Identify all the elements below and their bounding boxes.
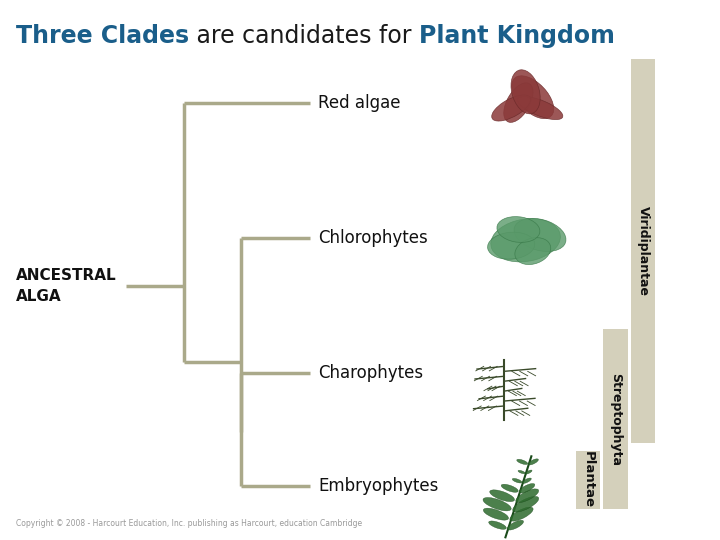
Text: Chlorophytes: Chlorophytes	[318, 228, 428, 247]
FancyBboxPatch shape	[576, 451, 600, 509]
Ellipse shape	[512, 478, 522, 483]
FancyBboxPatch shape	[631, 59, 655, 443]
Ellipse shape	[483, 508, 508, 520]
Ellipse shape	[487, 232, 535, 259]
Ellipse shape	[513, 496, 539, 512]
Ellipse shape	[526, 470, 532, 474]
Text: Three Clades: Three Clades	[16, 24, 189, 48]
Ellipse shape	[514, 218, 566, 252]
Ellipse shape	[511, 70, 540, 114]
Text: Plant Kingdom: Plant Kingdom	[419, 24, 615, 48]
Ellipse shape	[517, 460, 528, 464]
Ellipse shape	[517, 97, 563, 119]
Ellipse shape	[528, 459, 539, 465]
Ellipse shape	[510, 507, 533, 521]
FancyBboxPatch shape	[603, 329, 628, 509]
Text: Embryophytes: Embryophytes	[318, 477, 438, 495]
Ellipse shape	[518, 470, 525, 474]
Ellipse shape	[490, 490, 515, 502]
Text: Streptophyta: Streptophyta	[609, 373, 622, 465]
Ellipse shape	[507, 520, 523, 530]
Text: Copyright © 2008 - Harcourt Education, Inc. publishing as Harcourt, education Ca: Copyright © 2008 - Harcourt Education, I…	[16, 519, 362, 528]
Ellipse shape	[504, 83, 533, 123]
Ellipse shape	[516, 489, 539, 503]
Text: ANCESTRAL
ALGA: ANCESTRAL ALGA	[16, 268, 117, 304]
Text: Viridiplantae: Viridiplantae	[636, 206, 649, 296]
Ellipse shape	[491, 219, 560, 262]
Ellipse shape	[501, 484, 518, 492]
Ellipse shape	[519, 483, 535, 493]
Ellipse shape	[497, 217, 540, 242]
Text: Charophytes: Charophytes	[318, 363, 423, 382]
Text: are candidates for: are candidates for	[189, 24, 419, 48]
Text: Red algae: Red algae	[318, 93, 401, 112]
Ellipse shape	[483, 497, 511, 511]
Ellipse shape	[492, 95, 531, 121]
Ellipse shape	[523, 478, 531, 483]
Ellipse shape	[489, 521, 506, 529]
Text: Plantae: Plantae	[582, 451, 595, 508]
Ellipse shape	[512, 76, 554, 119]
Ellipse shape	[515, 238, 551, 265]
